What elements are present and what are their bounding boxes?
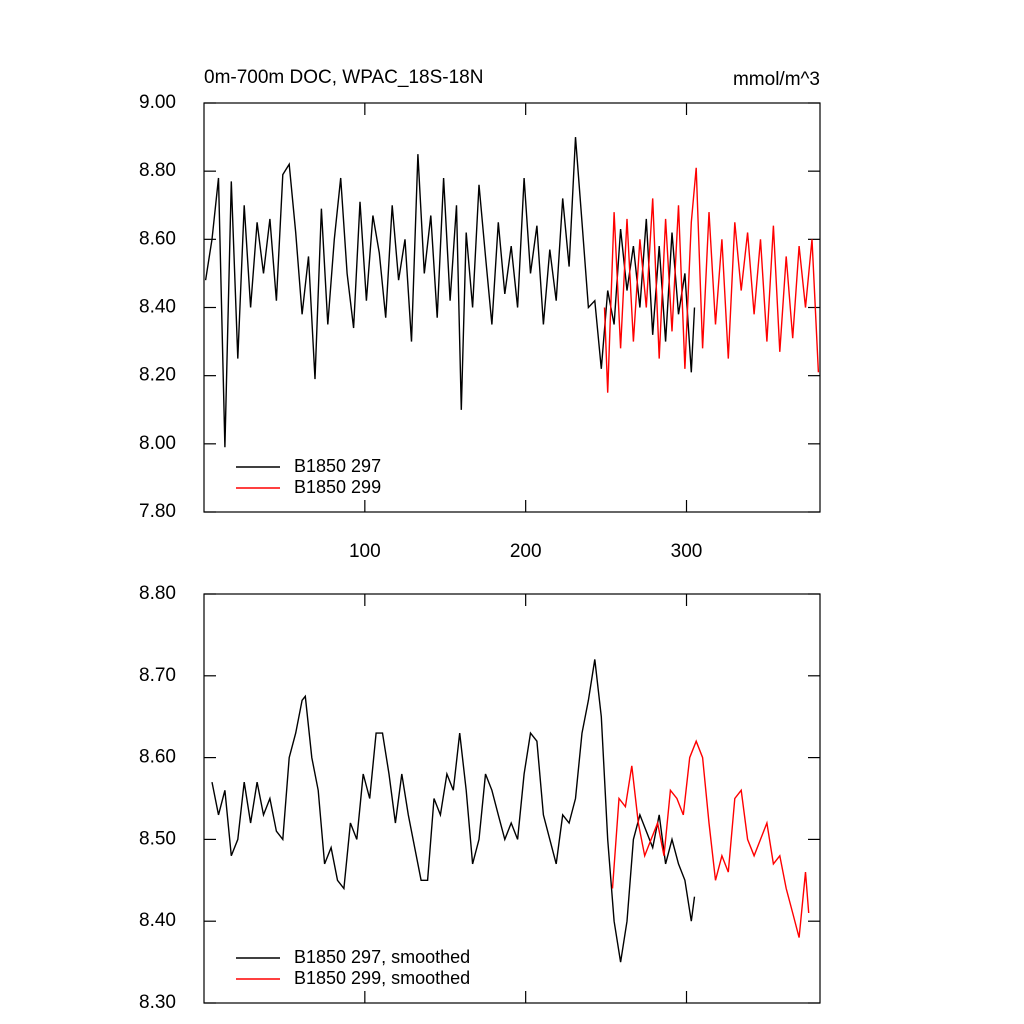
y-tick-label: 8.60 bbox=[139, 228, 176, 249]
y-tick-label: 8.70 bbox=[139, 665, 176, 686]
chart-title: 0m-700m DOC, WPAC_18S-18N bbox=[204, 67, 483, 88]
y-tick-label: 8.40 bbox=[139, 910, 176, 931]
y-tick-label: 8.40 bbox=[139, 297, 176, 318]
data-line bbox=[603, 167, 820, 393]
y-tick-label: 8.80 bbox=[139, 583, 176, 604]
legend-label: B1850 299 bbox=[294, 477, 381, 497]
data-line bbox=[204, 137, 696, 448]
y-tick-label: 8.20 bbox=[139, 365, 176, 386]
data-line bbox=[211, 659, 696, 963]
y-tick-label: 8.30 bbox=[139, 992, 176, 1013]
y-tick-label: 7.80 bbox=[139, 501, 176, 522]
y-tick-label: 8.00 bbox=[139, 433, 176, 454]
data-line bbox=[611, 739, 810, 938]
y-tick-label: 9.00 bbox=[139, 92, 176, 113]
y-tick-label: 8.80 bbox=[139, 160, 176, 181]
plot-frame bbox=[203, 102, 821, 513]
y-tick-label: 8.50 bbox=[139, 828, 176, 849]
plot-frame bbox=[203, 593, 821, 1004]
x-tick-label: 200 bbox=[510, 541, 542, 562]
legend-label: B1850 297 bbox=[294, 456, 381, 476]
legend-label: B1850 297, smoothed bbox=[294, 947, 470, 967]
legend-label: B1850 299, smoothed bbox=[294, 968, 470, 988]
x-tick-label: 300 bbox=[671, 541, 703, 562]
x-tick-label: 100 bbox=[349, 541, 381, 562]
units-label: mmol/m^3 bbox=[733, 69, 820, 90]
y-tick-label: 8.60 bbox=[139, 747, 176, 768]
